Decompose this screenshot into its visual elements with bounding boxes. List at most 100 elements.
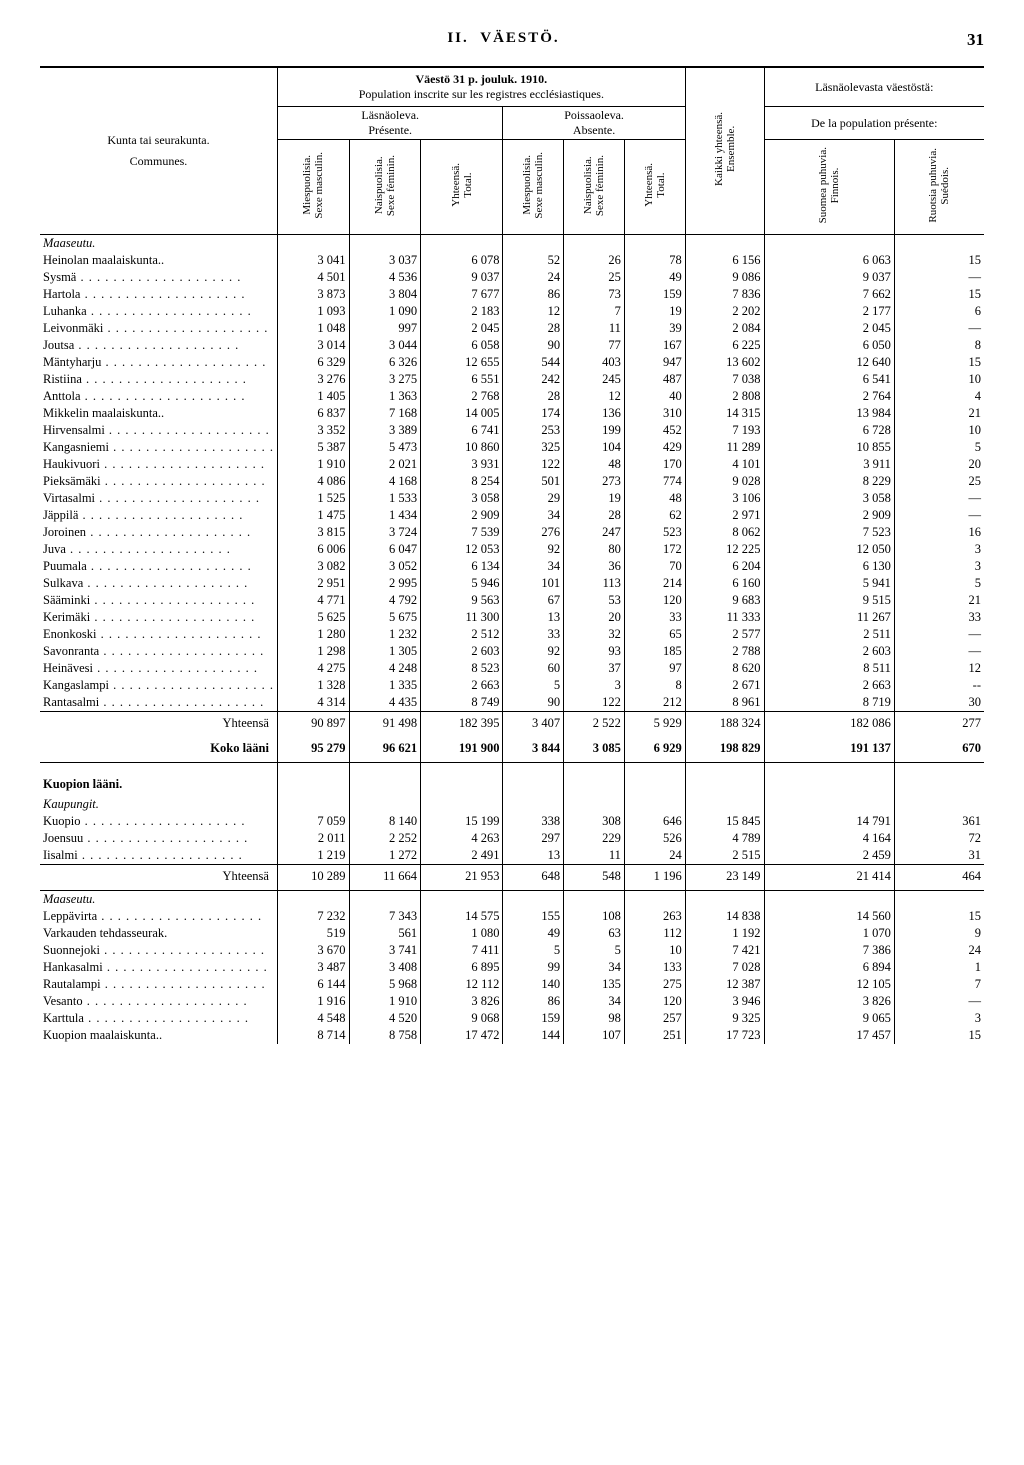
row-name: Sulkava: [40, 575, 277, 592]
row-name: Joutsa: [40, 337, 277, 354]
cell: 6 144: [277, 976, 349, 993]
cell: 8 719: [764, 694, 894, 712]
cell: 60: [503, 660, 564, 677]
cell: [503, 796, 564, 813]
cell: 6 063: [764, 252, 894, 269]
total-row: Yhteensä10 28911 66421 9536485481 19623 …: [40, 865, 984, 891]
cell: 15 845: [685, 813, 764, 830]
table-row: Joensuu2 0112 2524 2632972295264 7894 16…: [40, 830, 984, 847]
page-number: 31: [967, 30, 984, 50]
cell: 12: [503, 303, 564, 320]
table-row: Hankasalmi3 4873 4086 89599341337 0286 8…: [40, 959, 984, 976]
col-municipality-fi: Kunta tai seurakunta.: [43, 133, 274, 148]
cell: 19: [564, 490, 625, 507]
cell: 2 663: [764, 677, 894, 694]
cell: 3 407: [503, 712, 564, 738]
cell: 3 741: [349, 942, 421, 959]
cell: 4 263: [421, 830, 503, 847]
cell: 3 911: [764, 456, 894, 473]
cell: 12: [564, 388, 625, 405]
table-row: Haukivuori1 9102 0213 931122481704 1013 …: [40, 456, 984, 473]
cell: 464: [894, 865, 984, 891]
pop-title2: Population inscrite sur les registres ec…: [278, 87, 685, 102]
cell: 10: [624, 942, 685, 959]
table-row: Sulkava2 9512 9955 9461011132146 1605 94…: [40, 575, 984, 592]
cell: 16: [894, 524, 984, 541]
cell: 670: [894, 737, 984, 763]
cell: 8: [894, 337, 984, 354]
cell: 28: [503, 388, 564, 405]
table-row: Rantasalmi4 3144 4358 749901222128 9618 …: [40, 694, 984, 712]
cell: 101: [503, 575, 564, 592]
row-name: Varkauden tehdasseurak.: [40, 925, 277, 942]
cell: [277, 763, 349, 797]
cell: 7 038: [685, 371, 764, 388]
cell: —: [894, 269, 984, 286]
cell: 247: [564, 524, 625, 541]
cell: 6 047: [349, 541, 421, 558]
cell: 2 909: [764, 507, 894, 524]
cell: 6 329: [277, 354, 349, 371]
total-label: Koko lääni: [40, 737, 277, 763]
cell: 19: [624, 303, 685, 320]
cell: 39: [624, 320, 685, 337]
row-name: Ristiina: [40, 371, 277, 388]
cell: 65: [624, 626, 685, 643]
table-row: Mikkelin maalaiskunta..6 8377 16814 0051…: [40, 405, 984, 422]
cell: 9: [894, 925, 984, 942]
cell: 4 501: [277, 269, 349, 286]
cell: 2 491: [421, 847, 503, 865]
cell: 2 663: [421, 677, 503, 694]
cell: 12 105: [764, 976, 894, 993]
cell: 3: [894, 541, 984, 558]
cell: 11 267: [764, 609, 894, 626]
row-name: Kuopion maalaiskunta..: [40, 1027, 277, 1044]
cell: 1 090: [349, 303, 421, 320]
cell: 997: [349, 320, 421, 337]
cell: 2 045: [764, 320, 894, 337]
cell: 5: [894, 439, 984, 456]
cell: [564, 891, 625, 909]
cell: 1 525: [277, 490, 349, 507]
row-name: Leppävirta: [40, 908, 277, 925]
cell: 34: [503, 558, 564, 575]
cell: 2 971: [685, 507, 764, 524]
cell: 112: [624, 925, 685, 942]
cell: 6 078: [421, 252, 503, 269]
col-total-p: Yhteensä.Total.: [449, 157, 475, 213]
cell: 2 909: [421, 507, 503, 524]
cell: 8 758: [349, 1027, 421, 1044]
cell: 92: [503, 541, 564, 558]
table-row: Virtasalmi1 5251 5333 0582919483 1063 05…: [40, 490, 984, 507]
cell: 648: [503, 865, 564, 891]
cell: 1 405: [277, 388, 349, 405]
cell: 1 192: [685, 925, 764, 942]
cell: 7 421: [685, 942, 764, 959]
cell: 7 539: [421, 524, 503, 541]
cell: 25: [564, 269, 625, 286]
cell: [764, 891, 894, 909]
cell: 1 910: [349, 993, 421, 1010]
cell: 263: [624, 908, 685, 925]
cell: 3 804: [349, 286, 421, 303]
cell: [624, 796, 685, 813]
pop-title1: Väestö 31 p. jouluk. 1910.: [278, 72, 685, 87]
cell: 120: [624, 592, 685, 609]
cell: 6 130: [764, 558, 894, 575]
table-row: Hartola3 8733 8047 67786731597 8367 6621…: [40, 286, 984, 303]
cell: 91 498: [349, 712, 421, 738]
cell: 275: [624, 976, 685, 993]
cell: 519: [277, 925, 349, 942]
cell: 1 910: [277, 456, 349, 473]
cell: 7 059: [277, 813, 349, 830]
table-row: Suonnejoki3 6703 7417 41155107 4217 3862…: [40, 942, 984, 959]
total-row: Yhteensä90 89791 498182 3953 4072 5225 9…: [40, 712, 984, 738]
table-row: Heinävesi4 2754 2488 5236037978 6208 511…: [40, 660, 984, 677]
cell: 3 082: [277, 558, 349, 575]
cell: 947: [624, 354, 685, 371]
cell: 5: [564, 942, 625, 959]
cell: 2 511: [764, 626, 894, 643]
cell: [277, 891, 349, 909]
row-name: Mikkelin maalaiskunta..: [40, 405, 277, 422]
cell: 11 289: [685, 439, 764, 456]
